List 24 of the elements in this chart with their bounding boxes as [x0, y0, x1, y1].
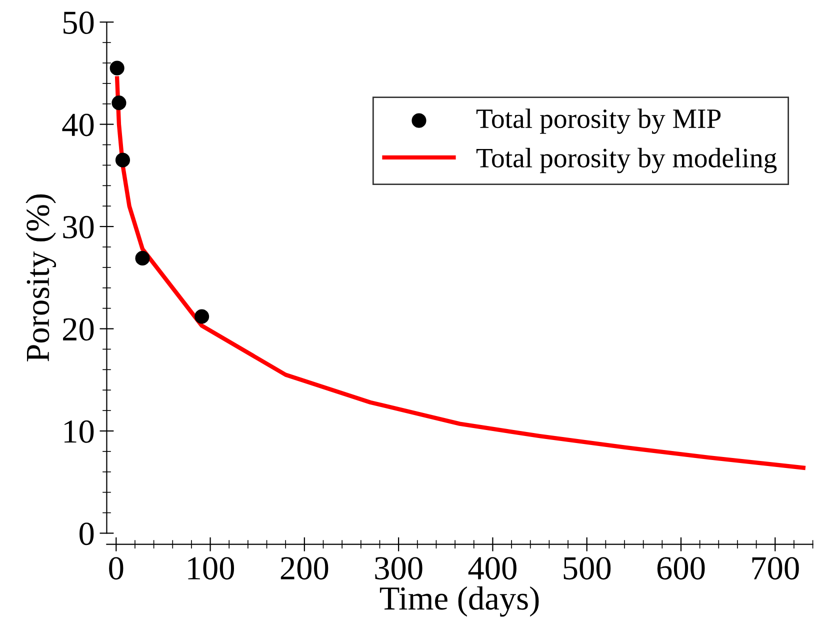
legend-label: Total porosity by modeling [476, 148, 777, 174]
y-tick-label: 20 [63, 318, 94, 341]
y-tick-label: 30 [63, 216, 94, 238]
x-tick-label: 100 [188, 557, 234, 580]
y-tick-label: 10 [64, 420, 94, 443]
point [110, 60, 124, 76]
x-tick-label: 600 [657, 557, 705, 580]
legend-label: Total porosity by MIP [476, 108, 721, 134]
y-axis-title: Porosity (%) [26, 194, 56, 362]
point [115, 152, 130, 168]
y-tick-label: 0 [80, 522, 94, 546]
point [194, 309, 210, 324]
x-tick-label: 500 [564, 557, 611, 580]
x-tick-label: 200 [280, 557, 328, 580]
x-tick-label: 400 [468, 557, 516, 580]
line-series [115, 76, 806, 470]
x-tick-label: 700 [752, 557, 799, 580]
y-tick-label: 50 [64, 11, 94, 34]
point [112, 96, 126, 110]
y-tick-label: 40 [62, 114, 94, 136]
point [135, 250, 150, 266]
x-tick-label: 300 [375, 557, 422, 580]
x-axis-title: Time (days) [380, 586, 539, 617]
x-tick-label: 0 [109, 557, 124, 580]
